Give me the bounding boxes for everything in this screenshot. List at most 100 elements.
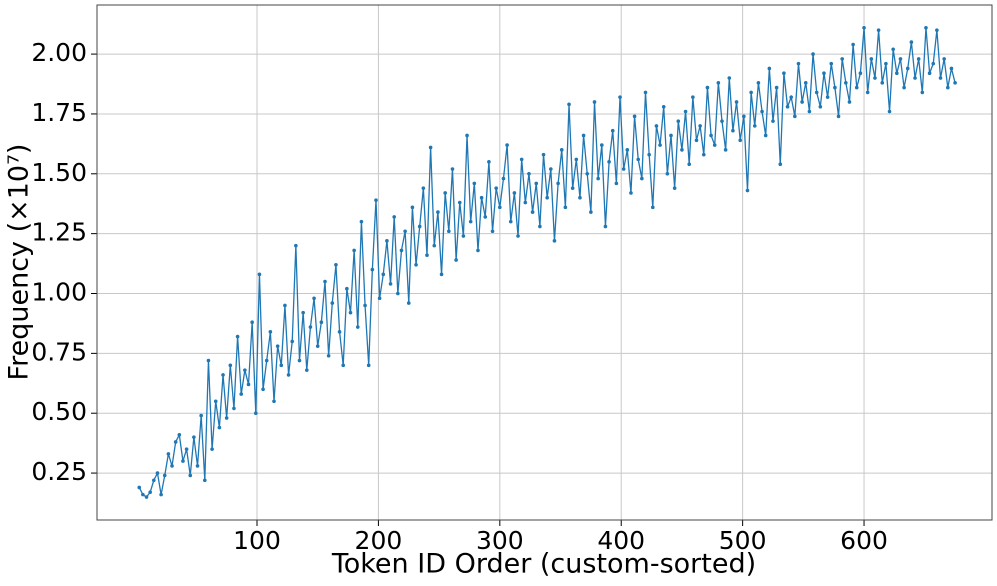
point — [661, 104, 666, 109]
point — [600, 143, 604, 147]
point — [869, 57, 874, 61]
point — [847, 100, 852, 104]
point — [793, 114, 797, 119]
point — [731, 128, 735, 133]
point — [315, 344, 320, 348]
point — [228, 363, 233, 368]
point — [308, 325, 313, 329]
point — [210, 447, 214, 451]
point — [352, 248, 356, 253]
point — [425, 253, 429, 257]
point — [494, 186, 498, 190]
point — [913, 76, 917, 80]
point — [534, 181, 539, 186]
point — [144, 495, 149, 499]
point — [658, 143, 662, 147]
y-tick-label: 1.00 — [31, 278, 87, 307]
point — [556, 181, 560, 186]
point — [250, 320, 254, 325]
point — [610, 128, 615, 133]
point — [709, 133, 713, 138]
point — [443, 191, 447, 195]
point — [268, 330, 273, 334]
point — [789, 95, 793, 99]
point — [902, 85, 906, 90]
point — [199, 413, 203, 418]
point — [629, 191, 633, 195]
point — [388, 282, 393, 286]
point — [341, 363, 346, 368]
point — [479, 195, 484, 200]
point — [559, 148, 564, 152]
x-tick-label: 500 — [719, 526, 767, 555]
point — [884, 61, 888, 66]
y-tick-label: 0.25 — [31, 457, 87, 486]
point — [669, 133, 673, 138]
point — [304, 368, 309, 372]
point — [359, 219, 364, 224]
point — [778, 162, 783, 167]
point — [403, 229, 407, 234]
point — [807, 109, 812, 114]
point — [323, 279, 327, 284]
line — [138, 27, 956, 498]
point — [592, 100, 597, 104]
point — [505, 143, 509, 147]
point — [865, 90, 870, 95]
point — [782, 71, 786, 76]
x-axis-label: Token ID Order (custom-sorted) — [331, 549, 756, 580]
point — [665, 171, 670, 176]
y-tick-label: 0.75 — [31, 337, 87, 366]
point — [192, 435, 196, 439]
point — [811, 52, 815, 56]
point — [625, 148, 630, 152]
point — [727, 76, 732, 80]
point — [457, 200, 462, 205]
point — [800, 100, 804, 104]
point — [723, 148, 728, 152]
point — [603, 224, 608, 229]
y-tick-label: 1.75 — [31, 98, 87, 127]
point — [206, 358, 211, 363]
point — [173, 440, 178, 444]
point — [756, 81, 761, 85]
point — [749, 90, 753, 95]
point — [946, 85, 950, 90]
y-tick-label: 0.50 — [31, 397, 87, 426]
point — [159, 492, 163, 497]
point — [385, 239, 389, 243]
point — [567, 102, 571, 107]
point — [862, 25, 866, 30]
point — [895, 71, 899, 76]
point — [676, 119, 681, 123]
point — [516, 234, 520, 238]
point — [417, 224, 422, 229]
point — [563, 205, 568, 210]
point — [949, 66, 954, 71]
point — [607, 160, 611, 164]
point — [898, 57, 903, 61]
point — [381, 272, 386, 277]
point — [760, 109, 764, 114]
point — [654, 124, 659, 128]
point — [454, 258, 458, 262]
point — [530, 210, 535, 214]
point — [672, 186, 677, 190]
point — [374, 198, 378, 202]
point — [614, 181, 619, 186]
point — [650, 205, 655, 210]
point — [774, 85, 779, 90]
point — [942, 57, 946, 61]
point — [421, 186, 426, 190]
point — [636, 157, 641, 162]
point — [414, 262, 418, 267]
point — [927, 71, 932, 76]
point — [239, 392, 244, 396]
point — [519, 157, 524, 162]
point — [734, 100, 739, 104]
point — [432, 243, 437, 248]
point — [712, 143, 717, 147]
point — [640, 176, 644, 181]
point — [643, 90, 648, 95]
